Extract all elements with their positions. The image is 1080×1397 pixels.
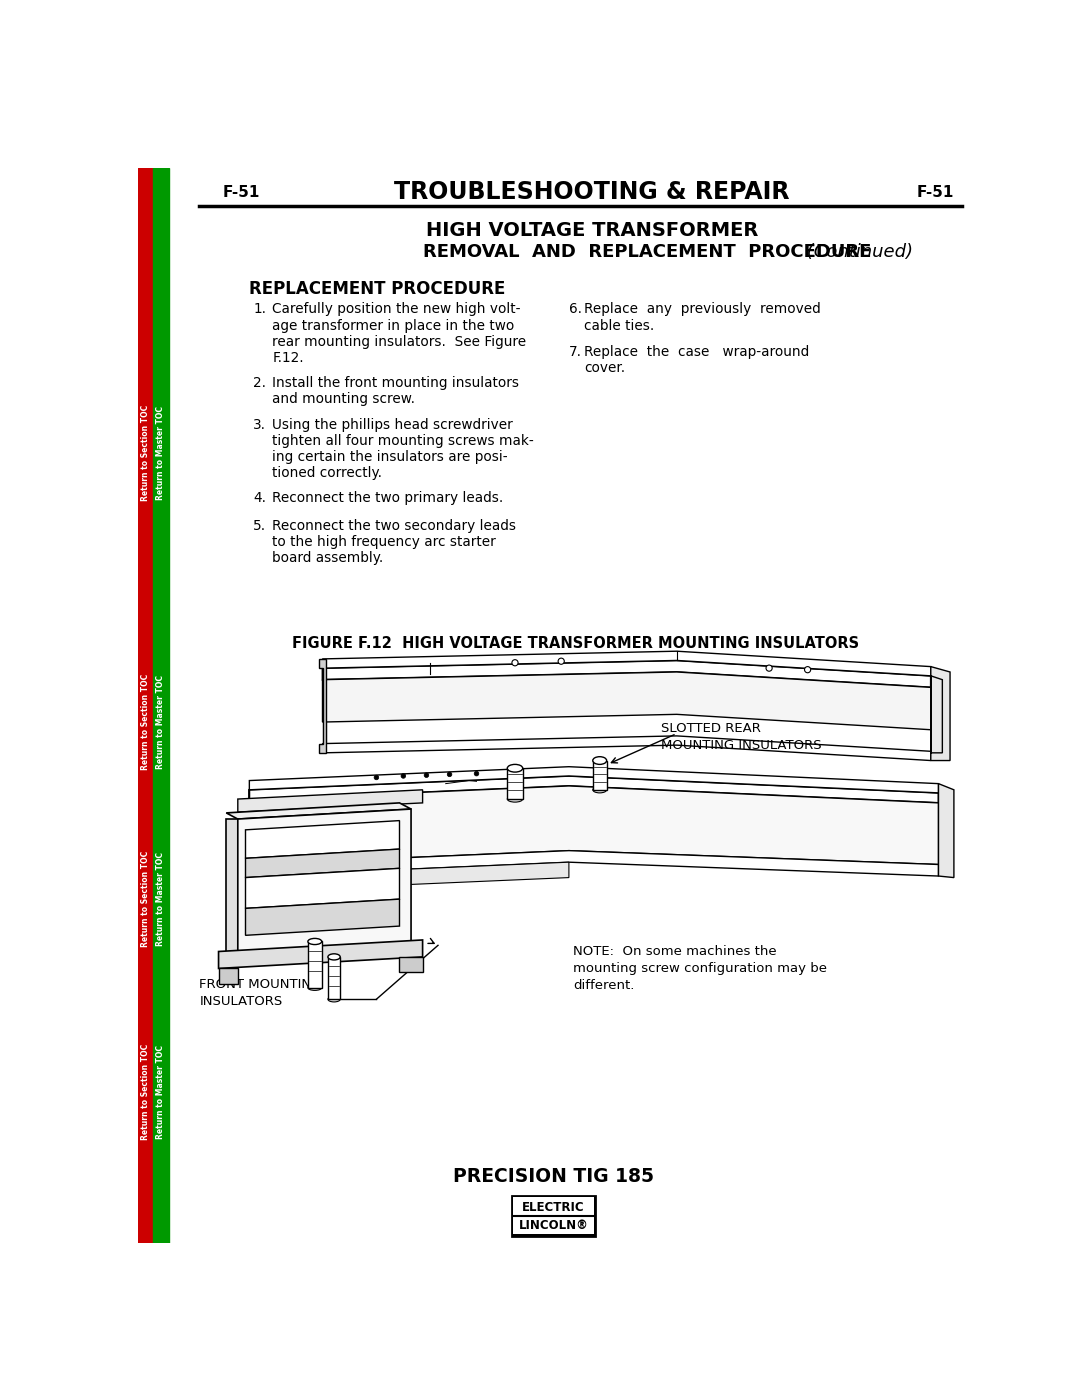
- Polygon shape: [249, 851, 939, 876]
- Text: 6.: 6.: [569, 302, 582, 316]
- Polygon shape: [400, 957, 422, 972]
- Polygon shape: [931, 666, 950, 760]
- Circle shape: [766, 665, 772, 671]
- Text: Replace  any  previously  removed
cable ties.: Replace any previously removed cable tie…: [584, 302, 821, 332]
- Polygon shape: [245, 820, 400, 858]
- Text: 1.: 1.: [253, 302, 266, 316]
- Text: Return to Master TOC: Return to Master TOC: [157, 405, 165, 500]
- Polygon shape: [319, 659, 326, 753]
- Text: 2.: 2.: [253, 376, 266, 390]
- Polygon shape: [939, 784, 954, 877]
- Polygon shape: [328, 957, 340, 999]
- Text: Using the phillips head screwdriver
tighten all four mounting screws mak-
ing ce: Using the phillips head screwdriver tigh…: [272, 418, 535, 481]
- Polygon shape: [245, 869, 400, 908]
- Polygon shape: [218, 940, 422, 968]
- Text: 4.: 4.: [253, 490, 266, 506]
- Text: Return to Section TOC: Return to Section TOC: [140, 404, 150, 500]
- Text: 7.: 7.: [569, 345, 582, 359]
- Polygon shape: [323, 651, 931, 676]
- Polygon shape: [218, 968, 238, 983]
- Ellipse shape: [508, 764, 523, 773]
- Polygon shape: [249, 862, 569, 891]
- Text: HIGH VOLTAGE TRANSFORMER: HIGH VOLTAGE TRANSFORMER: [426, 221, 758, 240]
- Polygon shape: [238, 809, 411, 953]
- Polygon shape: [226, 803, 411, 819]
- Text: FIGURE F.12  HIGH VOLTAGE TRANSFORMER MOUNTING INSULATORS: FIGURE F.12 HIGH VOLTAGE TRANSFORMER MOU…: [292, 636, 859, 651]
- Polygon shape: [249, 767, 939, 793]
- Text: REPLACEMENT PROCEDURE: REPLACEMENT PROCEDURE: [249, 281, 505, 299]
- Polygon shape: [238, 789, 422, 812]
- Text: TROUBLESHOOTING & REPAIR: TROUBLESHOOTING & REPAIR: [394, 180, 789, 204]
- Circle shape: [424, 773, 429, 778]
- Ellipse shape: [593, 757, 607, 764]
- Ellipse shape: [593, 787, 607, 793]
- Polygon shape: [308, 942, 322, 988]
- Text: SLOTTED REAR
MOUNTING INSULATORS: SLOTTED REAR MOUNTING INSULATORS: [661, 722, 822, 752]
- Text: Return to Master TOC: Return to Master TOC: [157, 675, 165, 768]
- Circle shape: [558, 658, 564, 665]
- Text: Return to Section TOC: Return to Section TOC: [140, 1044, 150, 1140]
- Polygon shape: [249, 775, 939, 803]
- FancyBboxPatch shape: [513, 1197, 594, 1215]
- Text: Return to Section TOC: Return to Section TOC: [140, 851, 150, 947]
- Circle shape: [401, 774, 406, 778]
- Polygon shape: [249, 787, 939, 865]
- Circle shape: [447, 773, 451, 777]
- Text: Return to Section TOC: Return to Section TOC: [140, 673, 150, 770]
- Text: 3.: 3.: [253, 418, 266, 432]
- Text: Return to Master TOC: Return to Master TOC: [157, 1045, 165, 1139]
- Polygon shape: [508, 768, 523, 799]
- Text: (Continued): (Continued): [801, 243, 914, 261]
- Text: PRECISION TIG 185: PRECISION TIG 185: [453, 1166, 654, 1186]
- Circle shape: [374, 775, 379, 780]
- Bar: [153, 168, 168, 1243]
- Circle shape: [474, 771, 478, 775]
- Polygon shape: [226, 819, 238, 953]
- Polygon shape: [245, 849, 400, 877]
- Circle shape: [805, 666, 811, 673]
- Text: LINCOLN®: LINCOLN®: [518, 1220, 589, 1232]
- Text: REMOVAL  AND  REPLACEMENT  PROCEDURE: REMOVAL AND REPLACEMENT PROCEDURE: [422, 243, 870, 261]
- Text: Reconnect the two primary leads.: Reconnect the two primary leads.: [272, 490, 503, 506]
- Polygon shape: [245, 900, 400, 936]
- Text: Return to Master TOC: Return to Master TOC: [157, 852, 165, 946]
- Polygon shape: [323, 722, 326, 743]
- Ellipse shape: [308, 985, 322, 990]
- Text: Install the front mounting insulators
and mounting screw.: Install the front mounting insulators an…: [272, 376, 519, 405]
- Text: Replace  the  case   wrap-around
cover.: Replace the case wrap-around cover.: [584, 345, 810, 374]
- Ellipse shape: [328, 996, 340, 1002]
- Bar: [138, 168, 153, 1243]
- Text: 5.: 5.: [253, 518, 267, 532]
- Ellipse shape: [508, 796, 523, 802]
- Ellipse shape: [308, 939, 322, 944]
- FancyBboxPatch shape: [513, 1215, 594, 1234]
- FancyBboxPatch shape: [512, 1196, 595, 1235]
- Circle shape: [512, 659, 518, 666]
- Text: NOTE:  On some machines the
mounting screw configuration may be
different.: NOTE: On some machines the mounting scre…: [572, 946, 827, 992]
- Polygon shape: [593, 760, 607, 789]
- Text: ELECTRIC: ELECTRIC: [523, 1200, 584, 1214]
- Text: FRONT MOUNTING
INSULATORS: FRONT MOUNTING INSULATORS: [200, 978, 322, 1007]
- Text: F-51: F-51: [917, 184, 954, 200]
- Ellipse shape: [328, 954, 340, 960]
- Text: Reconnect the two secondary leads
to the high frequency arc starter
board assemb: Reconnect the two secondary leads to the…: [272, 518, 516, 566]
- Text: Carefully position the new high volt-
age transformer in place in the two
rear m: Carefully position the new high volt- ag…: [272, 302, 527, 365]
- Polygon shape: [323, 672, 931, 729]
- Text: F-51: F-51: [222, 184, 260, 200]
- Polygon shape: [323, 661, 931, 687]
- Polygon shape: [323, 736, 931, 760]
